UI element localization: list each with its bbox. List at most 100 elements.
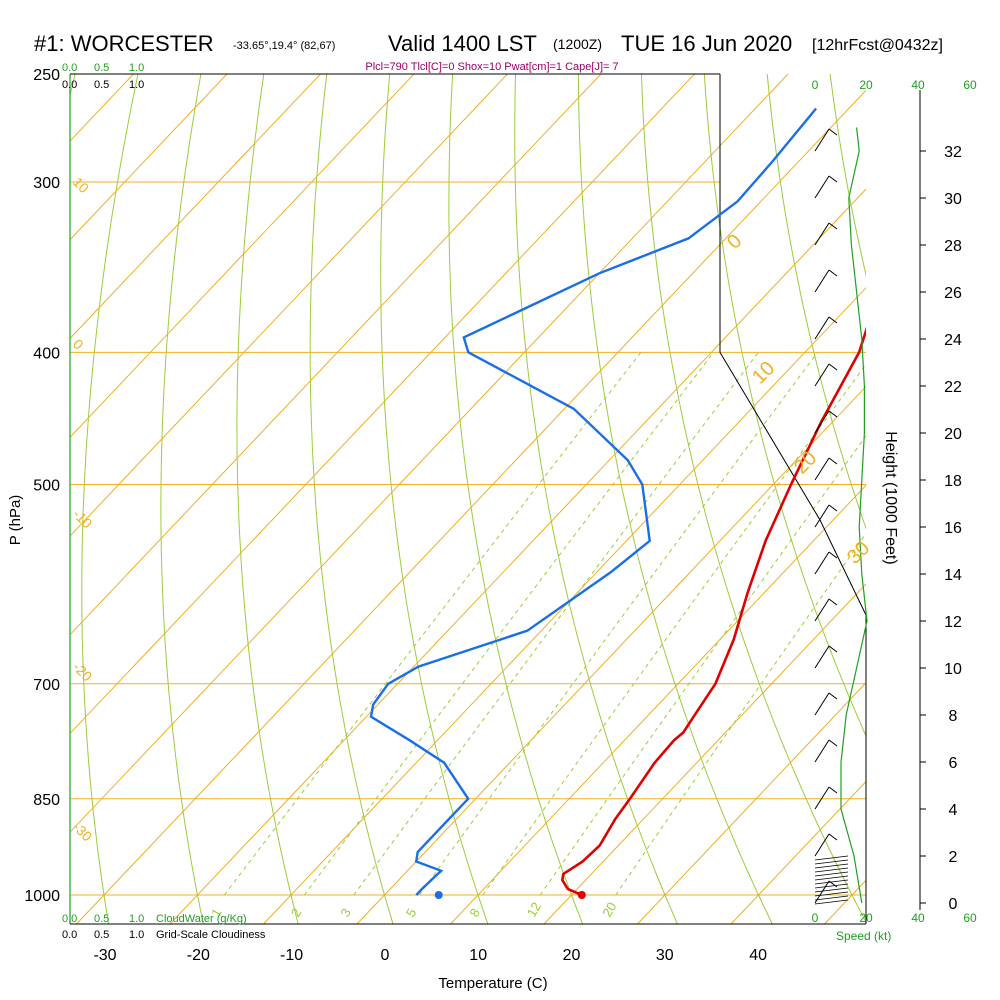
height-tick-label: 10 <box>944 661 962 678</box>
wind-barb <box>814 867 849 873</box>
x-tick-label: 20 <box>563 947 581 964</box>
dry-adiabat-line <box>766 74 866 530</box>
speed-tick-label-top: 20 <box>859 78 873 92</box>
isotherm-label: 0 <box>70 336 87 353</box>
height-tick-label: 16 <box>944 520 962 537</box>
isotherm-line <box>356 385 866 924</box>
dewpoint-profile-line <box>369 107 818 896</box>
wind-barb <box>814 899 849 905</box>
cloudiness-top-0: 0.0 <box>62 79 77 91</box>
x-axis-title: Temperature (C) <box>438 975 547 992</box>
height-tick-label: 12 <box>944 614 962 631</box>
wind-barb-flag <box>828 457 838 465</box>
mixing-ratio-line <box>303 351 714 896</box>
wind-barb <box>814 883 849 889</box>
y-axis-title: P (hPa) <box>7 495 24 546</box>
x-tick-label: -20 <box>187 947 210 964</box>
right-boundary <box>719 74 867 924</box>
x-tick-label: -30 <box>93 947 116 964</box>
cloudiness-top-2: 1.0 <box>129 79 144 91</box>
pressure-tick-label: 250 <box>33 67 60 84</box>
speed-tick-label-bottom: 0 <box>812 911 819 925</box>
mixing-ratio-line <box>353 351 759 896</box>
height-tick-label: 18 <box>944 473 962 490</box>
dry-adiabat-line <box>160 74 204 924</box>
wind-barb-flag <box>828 598 838 606</box>
isotherm-line <box>70 74 602 636</box>
wind-barb <box>814 316 830 340</box>
speed-tick-label-bottom: 40 <box>911 911 925 925</box>
wind-barb-flag <box>828 269 838 277</box>
station-title: #1: WORCESTER <box>34 31 214 56</box>
isotherm-label: -20 <box>70 659 96 685</box>
cloudiness-bot-1: 0.5 <box>94 929 109 941</box>
wind-barb <box>814 269 830 293</box>
dry-adiabat-line <box>577 74 773 924</box>
skewt-grid <box>70 74 866 924</box>
height-tick-label: 32 <box>944 144 962 161</box>
wind-barb <box>814 363 830 387</box>
wind-panel: 0246810121416182022242628303200202040406… <box>812 78 977 925</box>
mixing-ratio-label: 8 <box>466 906 483 920</box>
height-tick-label: 8 <box>949 708 958 725</box>
cloud-water-bot-0: 0.0 <box>62 913 77 925</box>
isotherm-label: -30 <box>70 819 96 845</box>
wind-barb <box>814 875 849 881</box>
wind-speed-label: Speed (kt) <box>836 929 891 943</box>
wind-barb <box>814 833 830 857</box>
dry-adiabat-line <box>81 74 139 924</box>
isotherm-line <box>70 74 509 537</box>
wind-barb <box>814 410 830 434</box>
isotherm-line <box>70 74 415 438</box>
height-tick-label: 28 <box>944 238 962 255</box>
cloudiness-top-1: 0.5 <box>94 79 109 91</box>
utc-time: (1200Z) <box>553 36 602 52</box>
speed-tick-label-bottom: 60 <box>963 911 977 925</box>
dry-adiabat-line <box>703 74 866 738</box>
wind-barb <box>814 871 849 877</box>
wind-barb <box>814 895 849 901</box>
pressure-tick-label: 700 <box>33 677 60 694</box>
forecast-info: [12hrFcst@0432z] <box>812 37 943 54</box>
cloud-water-label: CloudWater (g/Kg) <box>156 913 247 925</box>
cloud-water-top-0: 0.0 <box>62 62 77 74</box>
wind-barb <box>814 222 830 246</box>
isotherm-label: 10 <box>70 174 92 196</box>
dry-adiabat-line <box>448 74 584 924</box>
wind-barb-flag <box>828 128 838 136</box>
cloud-water-bot-1: 0.5 <box>94 913 109 925</box>
wind-barb-flag <box>828 363 838 371</box>
wind-barb-flag <box>828 410 838 418</box>
isotherm-line <box>637 682 866 924</box>
wind-barb-flag <box>828 692 838 700</box>
isotherm-top-label: 0 <box>723 230 746 253</box>
mixing-ratio-label: 5 <box>403 906 420 920</box>
wind-barb-flag <box>828 786 838 794</box>
cloudiness-bot-0: 0.0 <box>62 929 77 941</box>
x-tick-label: -10 <box>280 947 303 964</box>
cloud-water-top-1: 0.5 <box>94 62 109 74</box>
cloud-water-bot-2: 1.0 <box>129 913 144 925</box>
speed-tick-label-top: 0 <box>812 78 819 92</box>
wind-barb <box>814 739 830 763</box>
wind-barb <box>814 863 849 869</box>
x-tick-label: 10 <box>469 947 487 964</box>
wind-barb-flag <box>828 504 838 512</box>
isotherm-line <box>450 484 866 924</box>
station-coords: -33.65°,19.4° (82,67) <box>233 40 335 52</box>
pressure-tick-label: 400 <box>33 345 60 362</box>
x-tick-label: 40 <box>749 947 767 964</box>
height-tick-label: 0 <box>949 896 958 913</box>
height-tick-label: 26 <box>944 285 962 302</box>
wind-barb-flag <box>828 222 838 230</box>
wind-barb-flag <box>828 645 838 653</box>
pressure-tick-label: 1000 <box>24 888 60 905</box>
isotherm-top-label: 20 <box>790 447 821 478</box>
cloud-water-scale-bottom: 0.0 0.5 1.0 CloudWater (g/Kg) 0.0 0.5 1.… <box>62 913 266 941</box>
speed-tick-label-top: 60 <box>963 78 977 92</box>
isotherm-line <box>76 89 866 924</box>
wind-barb <box>814 859 849 865</box>
height-tick-label: 30 <box>944 191 962 208</box>
wind-barb <box>814 551 830 575</box>
